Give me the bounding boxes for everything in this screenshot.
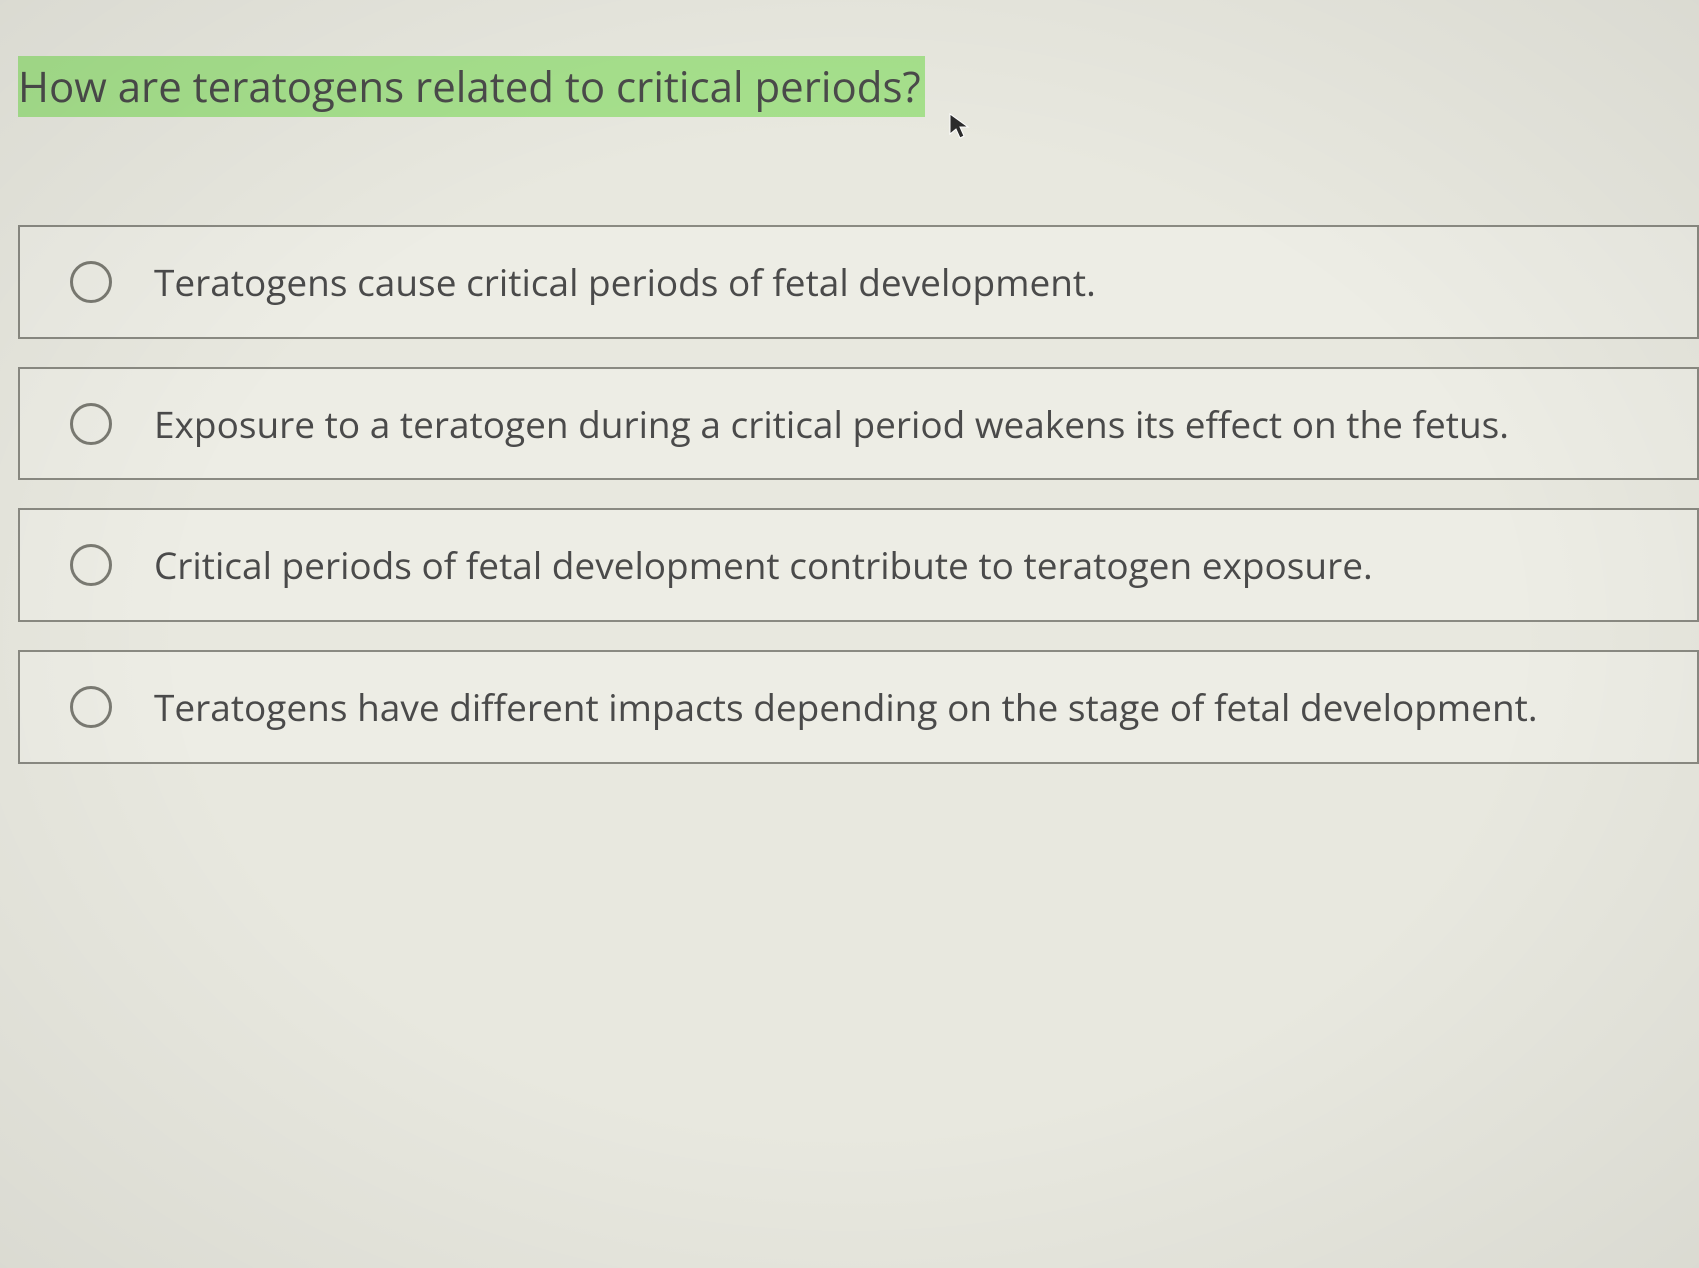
radio-unchecked-icon[interactable]: [70, 686, 112, 728]
option-label: Teratogens have different impacts depend…: [154, 682, 1538, 732]
radio-unchecked-icon[interactable]: [70, 261, 112, 303]
option-row[interactable]: Critical periods of fetal development co…: [18, 508, 1699, 622]
mouse-cursor-icon: [948, 112, 972, 147]
question-title: How are teratogens related to critical p…: [18, 56, 925, 117]
option-label: Exposure to a teratogen during a critica…: [154, 399, 1509, 449]
option-row[interactable]: Teratogens have different impacts depend…: [18, 650, 1699, 764]
radio-unchecked-icon[interactable]: [70, 403, 112, 445]
option-row[interactable]: Exposure to a teratogen during a critica…: [18, 367, 1699, 481]
question-container: How are teratogens related to critical p…: [18, 60, 1699, 115]
option-label: Critical periods of fetal development co…: [154, 540, 1373, 590]
option-row[interactable]: Teratogens cause critical periods of fet…: [18, 225, 1699, 339]
option-label: Teratogens cause critical periods of fet…: [154, 257, 1096, 307]
options-list: Teratogens cause critical periods of fet…: [18, 225, 1699, 765]
radio-unchecked-icon[interactable]: [70, 544, 112, 586]
